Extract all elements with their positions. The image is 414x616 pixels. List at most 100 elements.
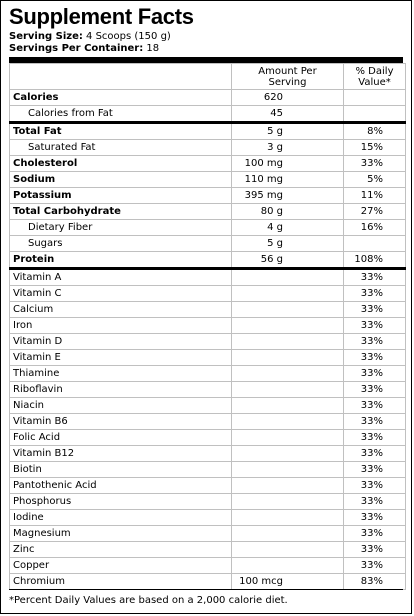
table-row: Protein 56 g 108% — [9, 251, 406, 269]
table-row: Magnesium 33% — [9, 525, 406, 542]
amount-per-serving — [231, 493, 344, 510]
percent-daily-value: 108% — [343, 251, 406, 269]
amount-per-serving — [231, 267, 344, 286]
table-row: Vitamin B12 33% — [9, 445, 406, 462]
amount-per-serving: 5 g — [231, 235, 344, 252]
table-row: Iodine 33% — [9, 509, 406, 526]
amount-per-serving — [231, 525, 344, 542]
table-row: Phosphorus 33% — [9, 493, 406, 510]
amount-per-serving — [231, 333, 344, 350]
percent-daily-value: 33% — [343, 285, 406, 302]
nutrient-name: Vitamin E — [9, 349, 232, 366]
percent-daily-value: 33% — [343, 365, 406, 382]
percent-daily-value: 33% — [343, 301, 406, 318]
nutrient-name: Magnesium — [9, 525, 232, 542]
amount-header-line1: Amount Per — [258, 66, 317, 77]
nutrient-name: Pantothenic Acid — [9, 477, 232, 494]
nutrient-name: Potassium — [9, 187, 232, 204]
amount-header-line2: Serving — [268, 77, 307, 88]
nutrient-name: Calories — [9, 89, 232, 106]
amount-per-serving — [231, 317, 344, 334]
table-row: Vitamin C 33% — [9, 285, 406, 302]
amount-per-serving — [231, 445, 344, 462]
panel-title: Supplement Facts — [9, 4, 194, 29]
percent-daily-value: 33% — [343, 525, 406, 542]
nutrient-name: Saturated Fat — [9, 139, 232, 156]
table-row: Chromium 100 mcg 83% — [9, 573, 406, 590]
nutrient-name: Sodium — [9, 171, 232, 188]
amount-per-serving — [231, 301, 344, 318]
percent-daily-value: 33% — [343, 333, 406, 350]
table-row: Cholesterol 100 mg 33% — [9, 155, 406, 172]
dv-header-line1: % Daily — [355, 66, 394, 77]
serving-size-label: Serving Size: — [9, 31, 83, 42]
amount-per-serving — [231, 349, 344, 366]
table-row: Sugars 5 g — [9, 235, 406, 252]
nutrient-name: Cholesterol — [9, 155, 232, 172]
header-blank-cell — [9, 63, 232, 90]
amount-per-serving: 395 mg — [231, 187, 344, 204]
nutrient-name: Vitamin A — [9, 267, 232, 286]
amount-per-serving — [231, 461, 344, 478]
table-row: Pantothenic Acid 33% — [9, 477, 406, 494]
servings-per-container-line: Servings Per Container: 18 — [9, 43, 159, 55]
nutrient-name: Biotin — [9, 461, 232, 478]
nutrient-name: Niacin — [9, 397, 232, 414]
nutrient-name: Sugars — [9, 235, 232, 252]
nutrient-name: Calories from Fat — [9, 105, 232, 123]
nutrient-name: Total Fat — [9, 121, 232, 140]
percent-daily-value: 33% — [343, 349, 406, 366]
serving-size-value: 4 Scoops (150 g) — [86, 31, 171, 42]
table-row: Folic Acid 33% — [9, 429, 406, 446]
table-row: Vitamin A 33% — [9, 267, 406, 286]
table-row: Total Carbohydrate 80 g 27% — [9, 203, 406, 220]
daily-value-header: % Daily Value* — [343, 63, 406, 90]
percent-daily-value — [343, 89, 406, 106]
amount-per-serving — [231, 413, 344, 430]
nutrient-name: Iron — [9, 317, 232, 334]
table-row: Riboflavin 33% — [9, 381, 406, 398]
nutrient-name: Protein — [9, 251, 232, 269]
amount-per-serving: 100 mg — [231, 155, 344, 172]
amount-per-serving — [231, 365, 344, 382]
nutrient-name: Dietary Fiber — [9, 219, 232, 236]
table-row: Dietary Fiber 4 g 16% — [9, 219, 406, 236]
nutrient-name: Copper — [9, 557, 232, 574]
percent-daily-value: 33% — [343, 509, 406, 526]
nutrient-name: Riboflavin — [9, 381, 232, 398]
table-row: Saturated Fat 3 g 15% — [9, 139, 406, 156]
table-row: Calcium 33% — [9, 301, 406, 318]
nutrient-name: Total Carbohydrate — [9, 203, 232, 220]
table-row: Biotin 33% — [9, 461, 406, 478]
amount-per-serving: 80 g — [231, 203, 344, 220]
percent-daily-value: 33% — [343, 155, 406, 172]
percent-daily-value: 33% — [343, 267, 406, 286]
daily-value-footnote: *Percent Daily Values are based on a 2,0… — [9, 595, 288, 606]
percent-daily-value: 33% — [343, 445, 406, 462]
percent-daily-value: 33% — [343, 429, 406, 446]
amount-per-serving: 3 g — [231, 139, 344, 156]
amount-per-serving: 110 mg — [231, 171, 344, 188]
amount-per-serving: 45 — [231, 105, 344, 123]
percent-daily-value: 11% — [343, 187, 406, 204]
nutrient-name: Phosphorus — [9, 493, 232, 510]
nutrition-table: Amount Per Serving % Daily Value* Calori… — [9, 63, 406, 590]
nutrient-name: Iodine — [9, 509, 232, 526]
amount-per-serving — [231, 557, 344, 574]
percent-daily-value: 33% — [343, 461, 406, 478]
table-row: Calories 620 — [9, 89, 406, 106]
amount-per-serving: 100 mcg — [231, 573, 344, 590]
percent-daily-value: 15% — [343, 139, 406, 156]
nutrient-name: Thiamine — [9, 365, 232, 382]
table-row: Vitamin D 33% — [9, 333, 406, 350]
amount-per-serving: 620 — [231, 89, 344, 106]
table-row: Copper 33% — [9, 557, 406, 574]
amount-per-serving — [231, 381, 344, 398]
table-row: Vitamin B6 33% — [9, 413, 406, 430]
amount-per-serving: 56 g — [231, 251, 344, 269]
percent-daily-value: 27% — [343, 203, 406, 220]
amount-per-serving: 4 g — [231, 219, 344, 236]
table-row: Calories from Fat 45 — [9, 105, 406, 123]
percent-daily-value: 33% — [343, 493, 406, 510]
nutrient-name: Chromium — [9, 573, 232, 590]
